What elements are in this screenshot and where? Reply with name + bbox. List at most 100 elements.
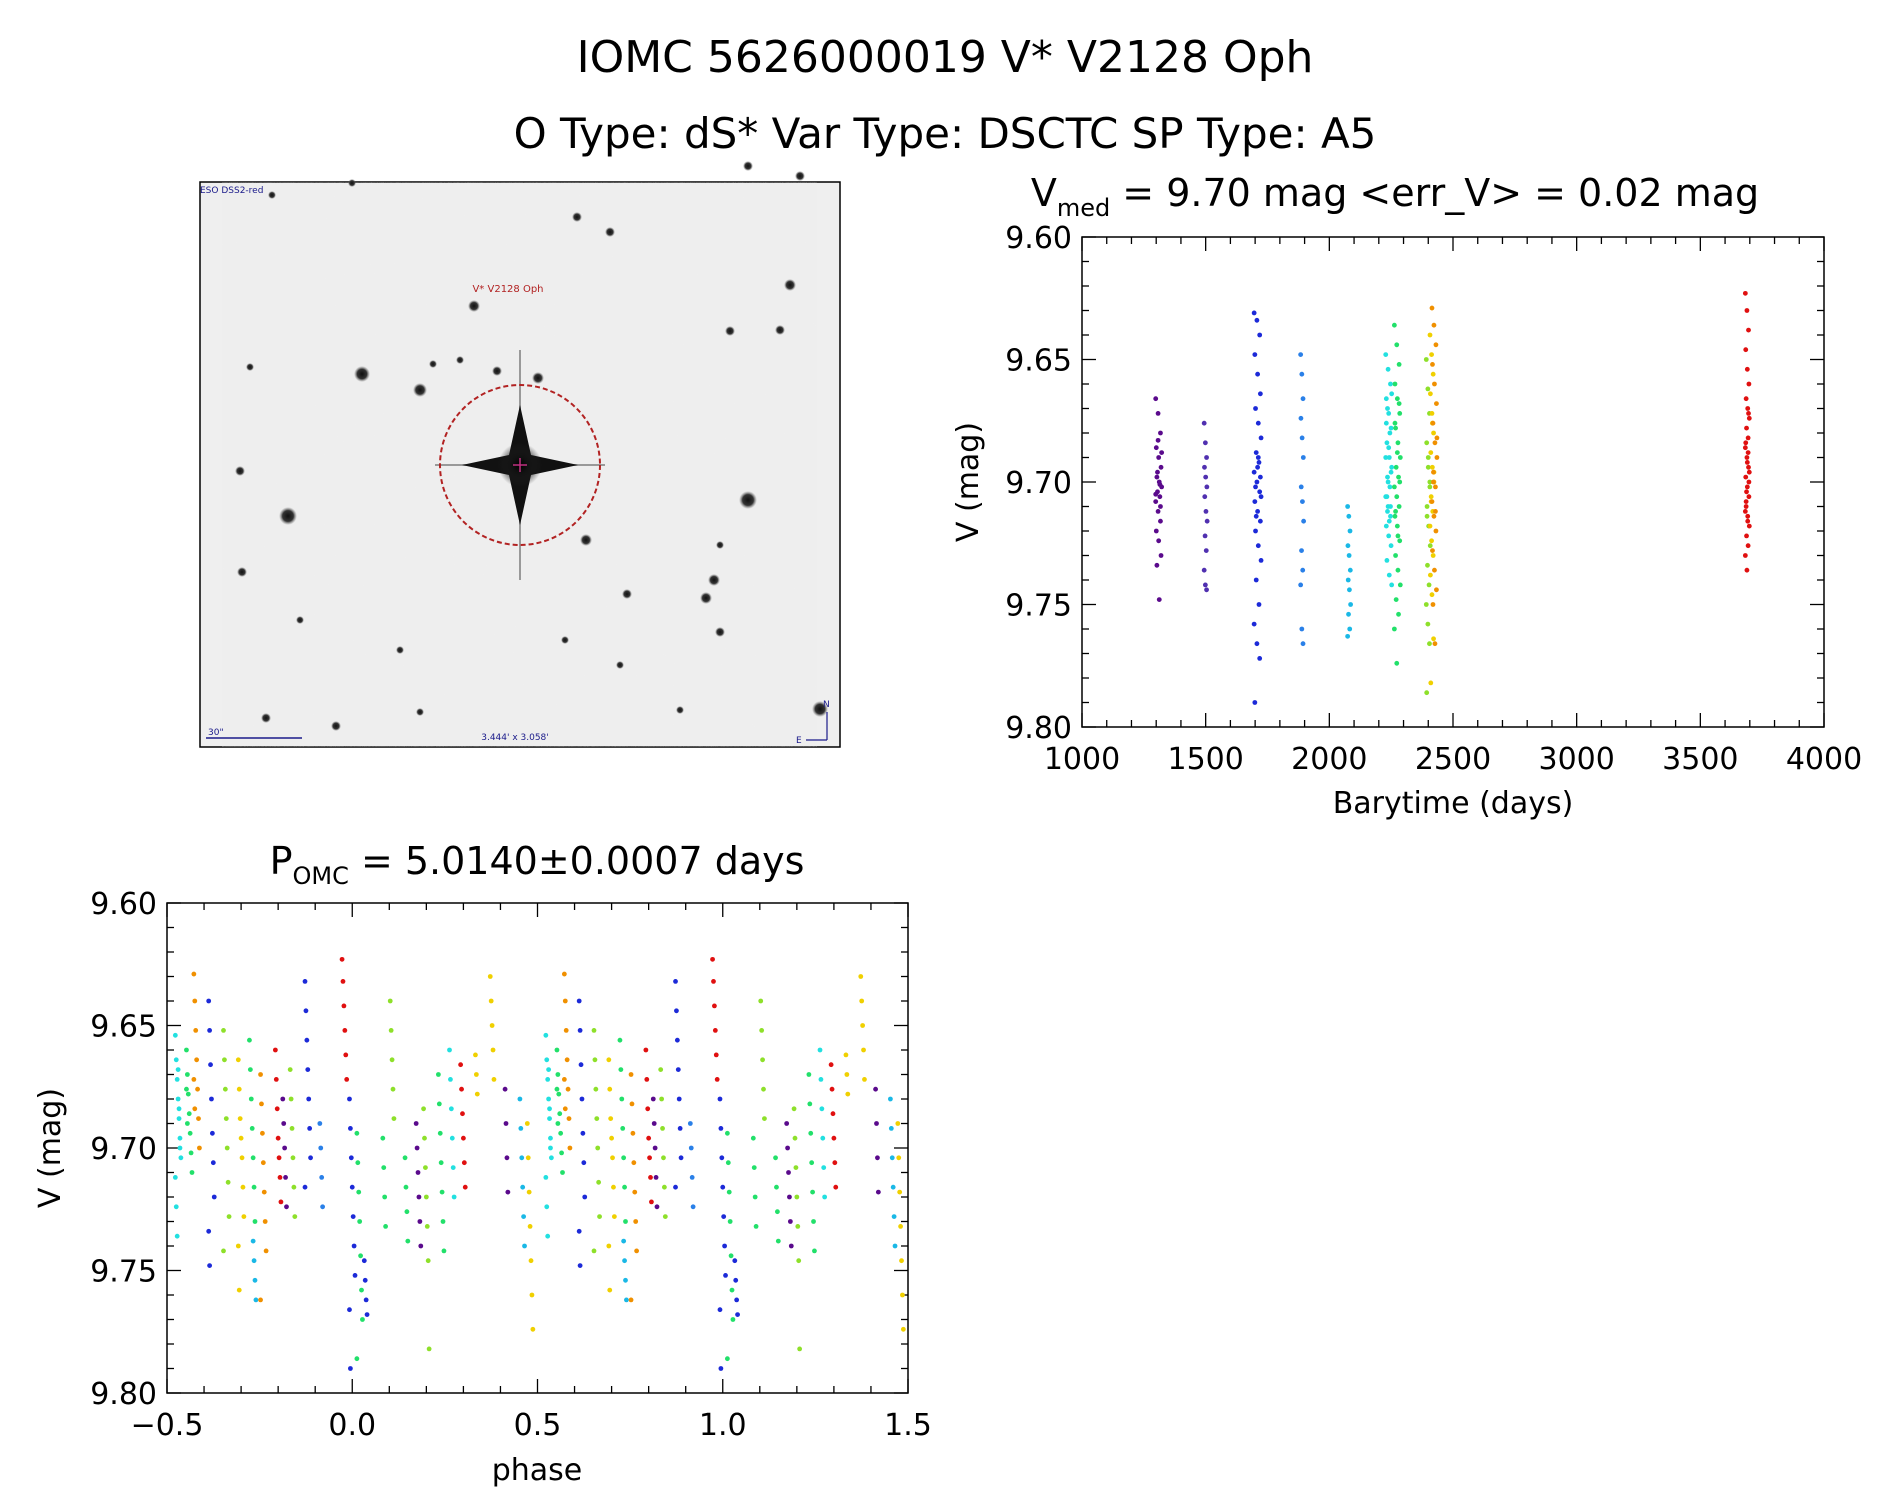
lightcurve-point [1746,523,1752,529]
lightcurve-point [1746,411,1751,416]
lightcurve-point [1385,474,1390,480]
phased-point [578,1062,584,1068]
lightcurve-point [1346,553,1352,558]
lightcurve-point [1429,538,1434,544]
phased-point [206,998,212,1004]
phased-point [423,1194,429,1200]
lightcurve-point [1251,621,1257,627]
phased-point [718,1126,724,1131]
lightcurve-point [1393,425,1398,431]
lightcurve-point [1427,523,1433,529]
phased-point [891,1214,897,1219]
phased-point [277,1175,283,1180]
lightcurve-point [1745,518,1751,524]
lightcurve-point [1253,577,1259,583]
lightcurve-point [1397,479,1403,485]
lightcurve-point [1387,430,1393,436]
lightcurve-point [1386,572,1392,578]
phased-point [258,1072,263,1077]
phased-point [544,1204,550,1210]
scale-label: 30" [208,728,224,738]
phased-point [761,1086,766,1092]
phased-point [238,1135,244,1141]
lightcurve-point [1153,491,1159,497]
lightcurve-point [1389,582,1395,588]
phased-point [890,1184,896,1190]
lightcurve-point [1298,582,1304,588]
phased-point [240,1184,246,1190]
lightcurve-point [1300,641,1306,647]
phased-point [898,1224,903,1229]
phased-point [818,1077,824,1082]
lightcurve-point [1396,362,1402,367]
lightcurve-points [1153,290,1752,705]
phased-point [302,1184,308,1190]
phased-point [473,1072,479,1077]
lightcurve-point [1427,484,1433,490]
phased-point [347,1096,352,1102]
lightcurve-point [1434,587,1439,593]
phased-point [730,1317,736,1322]
phased-point [502,1086,508,1092]
phased-point [304,1037,310,1043]
phased-point [654,1204,660,1210]
lightcurve-point [1429,352,1434,357]
phased-point [272,1047,278,1053]
title-line-2: O Type: dS* Var Type: DSCTC SP Type: A5 [514,109,1377,158]
lightcurve-point [1745,406,1751,411]
phased-point [185,1091,191,1097]
phased-point [530,1326,536,1332]
lightcurve-point [1202,582,1208,588]
lightcurve-point [1388,543,1394,549]
sky-image-panel: ESO DSS2-red V* V2128 Oph 30" 3.444' x 3… [199,161,841,748]
lightcurve-point [1385,406,1390,411]
lightcurve-point [1428,450,1434,455]
phased-point [561,1077,567,1082]
lightcurve-point [1345,577,1351,583]
phased-point [862,1077,867,1082]
lightcurve-point [1745,450,1751,455]
lightcurve-point [1299,626,1305,632]
phased-point [557,1111,563,1117]
lightcurve-point [1254,317,1260,323]
sky-star [812,701,828,717]
phased-point [900,1326,906,1332]
title-line-1: IOMC 5626000019 V* V2128 Oph [577,32,1314,83]
phased-point [282,1145,288,1151]
phased-point [436,1101,442,1107]
phased-point [633,1219,639,1224]
phased-point [347,1307,352,1313]
phased-point [235,1243,241,1249]
y-tick-label: 9.65 [1005,344,1072,379]
lightcurve-point [1388,469,1394,475]
sky-star [572,212,582,222]
phased-point [788,1243,794,1249]
lightcurve-point [1301,518,1307,524]
lightcurve-point [1347,567,1353,573]
lightcurve-point [1746,381,1752,387]
phased-point [607,1086,613,1092]
lightcurve-point [1257,391,1263,397]
phased-point [828,1062,834,1068]
phased-point [278,1199,284,1205]
lightcurve-point [1744,308,1750,313]
phased-point [592,1057,598,1063]
phased-point [223,1116,229,1121]
phased-point [675,1067,681,1072]
phased-point [829,1086,835,1092]
phased-point [505,1189,511,1195]
phased-point [211,1194,217,1200]
lightcurve-point [1746,494,1752,500]
phased-title: POMC = 5.0140±0.0007 days [270,839,805,890]
phased-point [186,1111,192,1117]
phased-point [413,1121,419,1126]
sky-star [622,589,632,599]
lightcurve-point [1744,460,1750,465]
phased-point [424,1224,430,1229]
phased-point [628,1072,634,1077]
phased-point [252,1219,258,1224]
phased-point [690,1204,696,1210]
phased-point [873,1086,878,1092]
phased-point [678,1155,684,1161]
phased-point [775,1238,781,1244]
